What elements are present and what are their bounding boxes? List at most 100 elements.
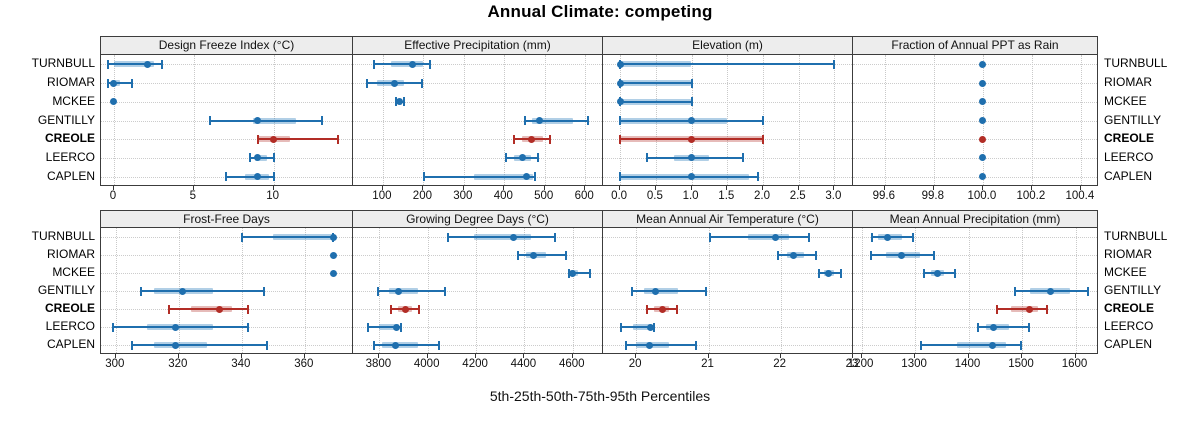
horizontal-gridline [353,120,602,122]
axis-tick-label: 4600 [559,358,585,370]
axis-tick [1074,354,1076,358]
axis-tick-label: 23 [845,358,859,370]
site-label-left-riomar: RIOMAR [47,75,95,90]
whisker-cap-high [429,59,432,69]
axis-tick-label: 500 [534,190,554,202]
horizontal-gridline [353,139,602,141]
whisker-cap-low [394,97,397,107]
site-label-right-gentilly: GENTILLY [1104,283,1162,297]
percentile-whisker [225,175,274,178]
whisker-cap-low [630,286,633,296]
percentile-whisker [518,254,566,256]
horizontal-gridline [853,176,1097,178]
panel-plot-mean-annual-precipitation-mm [852,227,1098,354]
axis-tick [860,354,862,358]
whisker-cap-low [422,172,425,182]
axis-tick [543,186,545,190]
horizontal-gridline [853,291,1097,292]
percentile-whisker [367,326,402,328]
vertical-gridline [1080,55,1082,185]
axis-tick-label: 0 [109,190,117,202]
whisker-cap-low [373,59,375,69]
median-dot [989,341,997,349]
panel-plot-mean-annual-air-temperature-c [602,227,853,354]
panel-strip-frost-free-days: Frost-Free Days [100,210,353,228]
axis-tick-label: 10 [266,190,279,202]
percentile-whisker [423,175,535,178]
axis-tick [571,354,573,358]
axis-tick [932,186,934,190]
median-dot [172,323,180,331]
axis-tick [762,186,763,190]
whisker-cap-high [587,116,590,125]
whisker-cap-low [619,116,622,125]
median-dot [688,135,696,143]
whisker-cap-low [517,250,520,260]
panel-plot-fraction-of-annual-ppt-as-rain [852,54,1098,186]
axis-caption: 5th-25th-50th-75th-95th Percentiles [489,388,711,404]
vertical-gridline [463,55,465,185]
whisker-cap-high [1086,286,1089,296]
whisker-cap-high [262,286,265,296]
horizontal-gridline [603,327,852,328]
whisker-cap-high [742,153,744,163]
whisker-cap-low [140,286,142,296]
whisker-cap-low [111,322,114,332]
median-dot [616,79,624,87]
horizontal-gridline [101,64,352,66]
median-dot [391,79,399,87]
whisker-cap-high [690,97,693,107]
axis-tick [1079,186,1081,190]
whisker-cap-high [534,172,536,182]
whisker-cap-high [704,286,707,296]
median-dot [652,287,660,295]
horizontal-gridline [353,345,602,346]
median-dot [979,154,987,162]
vertical-gridline [113,55,115,185]
median-dot [402,305,409,313]
axis-tick-label: 320 [168,358,188,370]
whisker-cap-low [646,304,649,314]
percentile-whisker [374,63,431,66]
vertical-gridline [476,228,478,353]
site-label-left-riomar: RIOMAR [47,247,95,261]
whisker-cap-high [953,268,956,278]
axis-tick-label: 0.5 [646,190,663,202]
median-dot [979,173,987,181]
percentile-whisker [777,254,817,256]
vertical-gridline [423,55,425,185]
horizontal-gridline [603,101,852,103]
whisker-cap-high [588,268,591,278]
axis-tick-label: 4000 [413,358,440,370]
whisker-cap-high [320,116,323,125]
whisker-cap-high [676,304,679,314]
site-label-right-caplen: CAPLEN [1104,168,1153,183]
whisker-cap-low [523,116,526,125]
whisker-cap-high [266,340,268,350]
median-dot [979,135,987,143]
whisker-cap-high [272,153,275,163]
whisker-cap-high [420,78,423,88]
whisker-cap-low [513,134,515,144]
vertical-gridline [884,55,886,185]
whisker-cap-high [536,153,539,163]
whisker-cap-low [446,232,449,242]
panel-strip-design-freeze-index-c: Design Freeze Index (°C) [100,36,353,55]
median-dot [509,233,517,241]
horizontal-gridline [101,101,352,103]
site-label-right-creole: CREOLE [1104,131,1155,146]
whisker-cap-low [919,340,922,350]
percentile-whisker [112,326,249,328]
panel-strip-growing-degree-days-c: Growing Degree Days (°C) [352,210,603,228]
horizontal-gridline [101,237,352,238]
whisker-cap-low [776,250,779,260]
whisker-cap-high [438,340,441,350]
median-dot [645,341,653,349]
whisker-cap-high [690,78,693,88]
panel-plot-effective-precipitation-mm [352,54,603,186]
median-dot [989,323,997,331]
site-label-left-gentilly: GENTILLY [37,283,95,297]
axis-tick [303,354,305,358]
axis-tick-label: 100.0 [967,190,997,202]
whisker-cap-high [272,172,275,182]
